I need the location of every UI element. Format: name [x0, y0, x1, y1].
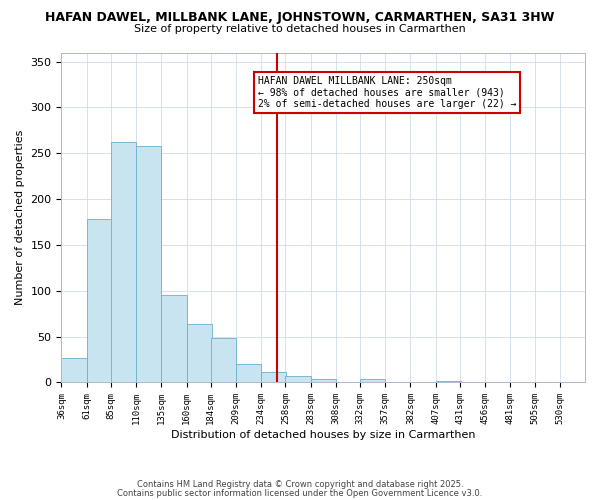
Bar	[286, 376, 311, 382]
Text: Contains HM Land Registry data © Crown copyright and database right 2025.: Contains HM Land Registry data © Crown c…	[137, 480, 463, 489]
Bar	[111, 142, 136, 382]
Bar	[436, 380, 461, 382]
X-axis label: Distribution of detached houses by size in Carmarthen: Distribution of detached houses by size …	[171, 430, 475, 440]
Text: Contains public sector information licensed under the Open Government Licence v3: Contains public sector information licen…	[118, 488, 482, 498]
Bar	[61, 358, 86, 382]
Bar	[211, 338, 236, 382]
Bar	[360, 379, 385, 382]
Y-axis label: Number of detached properties: Number of detached properties	[15, 130, 25, 305]
Text: HAFAN DAWEL MILLBANK LANE: 250sqm
← 98% of detached houses are smaller (943)
2% : HAFAN DAWEL MILLBANK LANE: 250sqm ← 98% …	[258, 76, 516, 109]
Bar	[136, 146, 161, 382]
Bar	[161, 296, 187, 382]
Bar	[236, 364, 261, 382]
Bar	[261, 372, 286, 382]
Text: Size of property relative to detached houses in Carmarthen: Size of property relative to detached ho…	[134, 24, 466, 34]
Text: HAFAN DAWEL, MILLBANK LANE, JOHNSTOWN, CARMARTHEN, SA31 3HW: HAFAN DAWEL, MILLBANK LANE, JOHNSTOWN, C…	[46, 11, 554, 24]
Bar	[311, 379, 336, 382]
Bar	[187, 324, 212, 382]
Bar	[86, 220, 112, 382]
